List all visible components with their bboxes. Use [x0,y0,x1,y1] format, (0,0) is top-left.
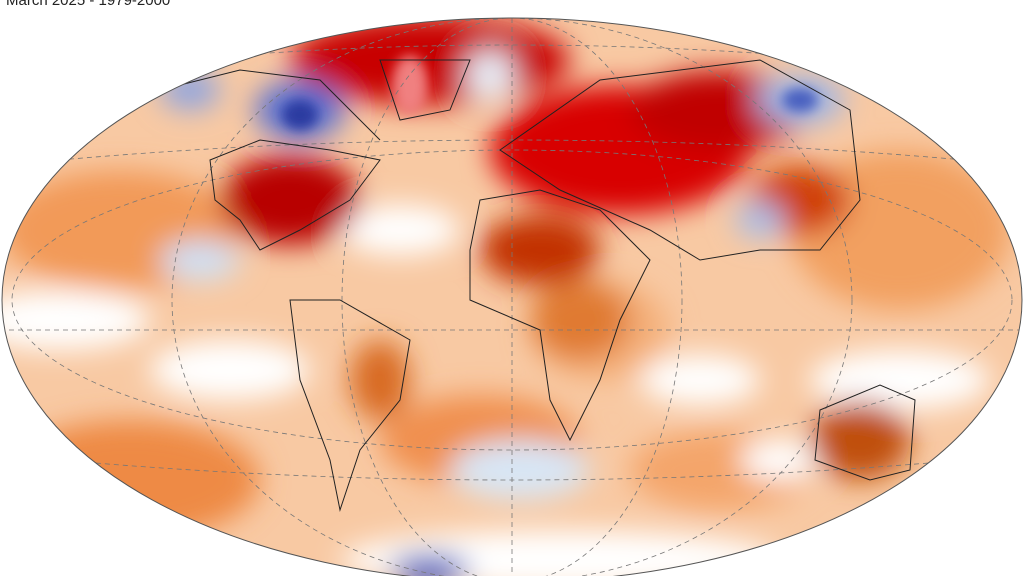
map-caption: March 2025 - 1979-2000 [6,0,171,9]
map-border [1,17,1023,576]
